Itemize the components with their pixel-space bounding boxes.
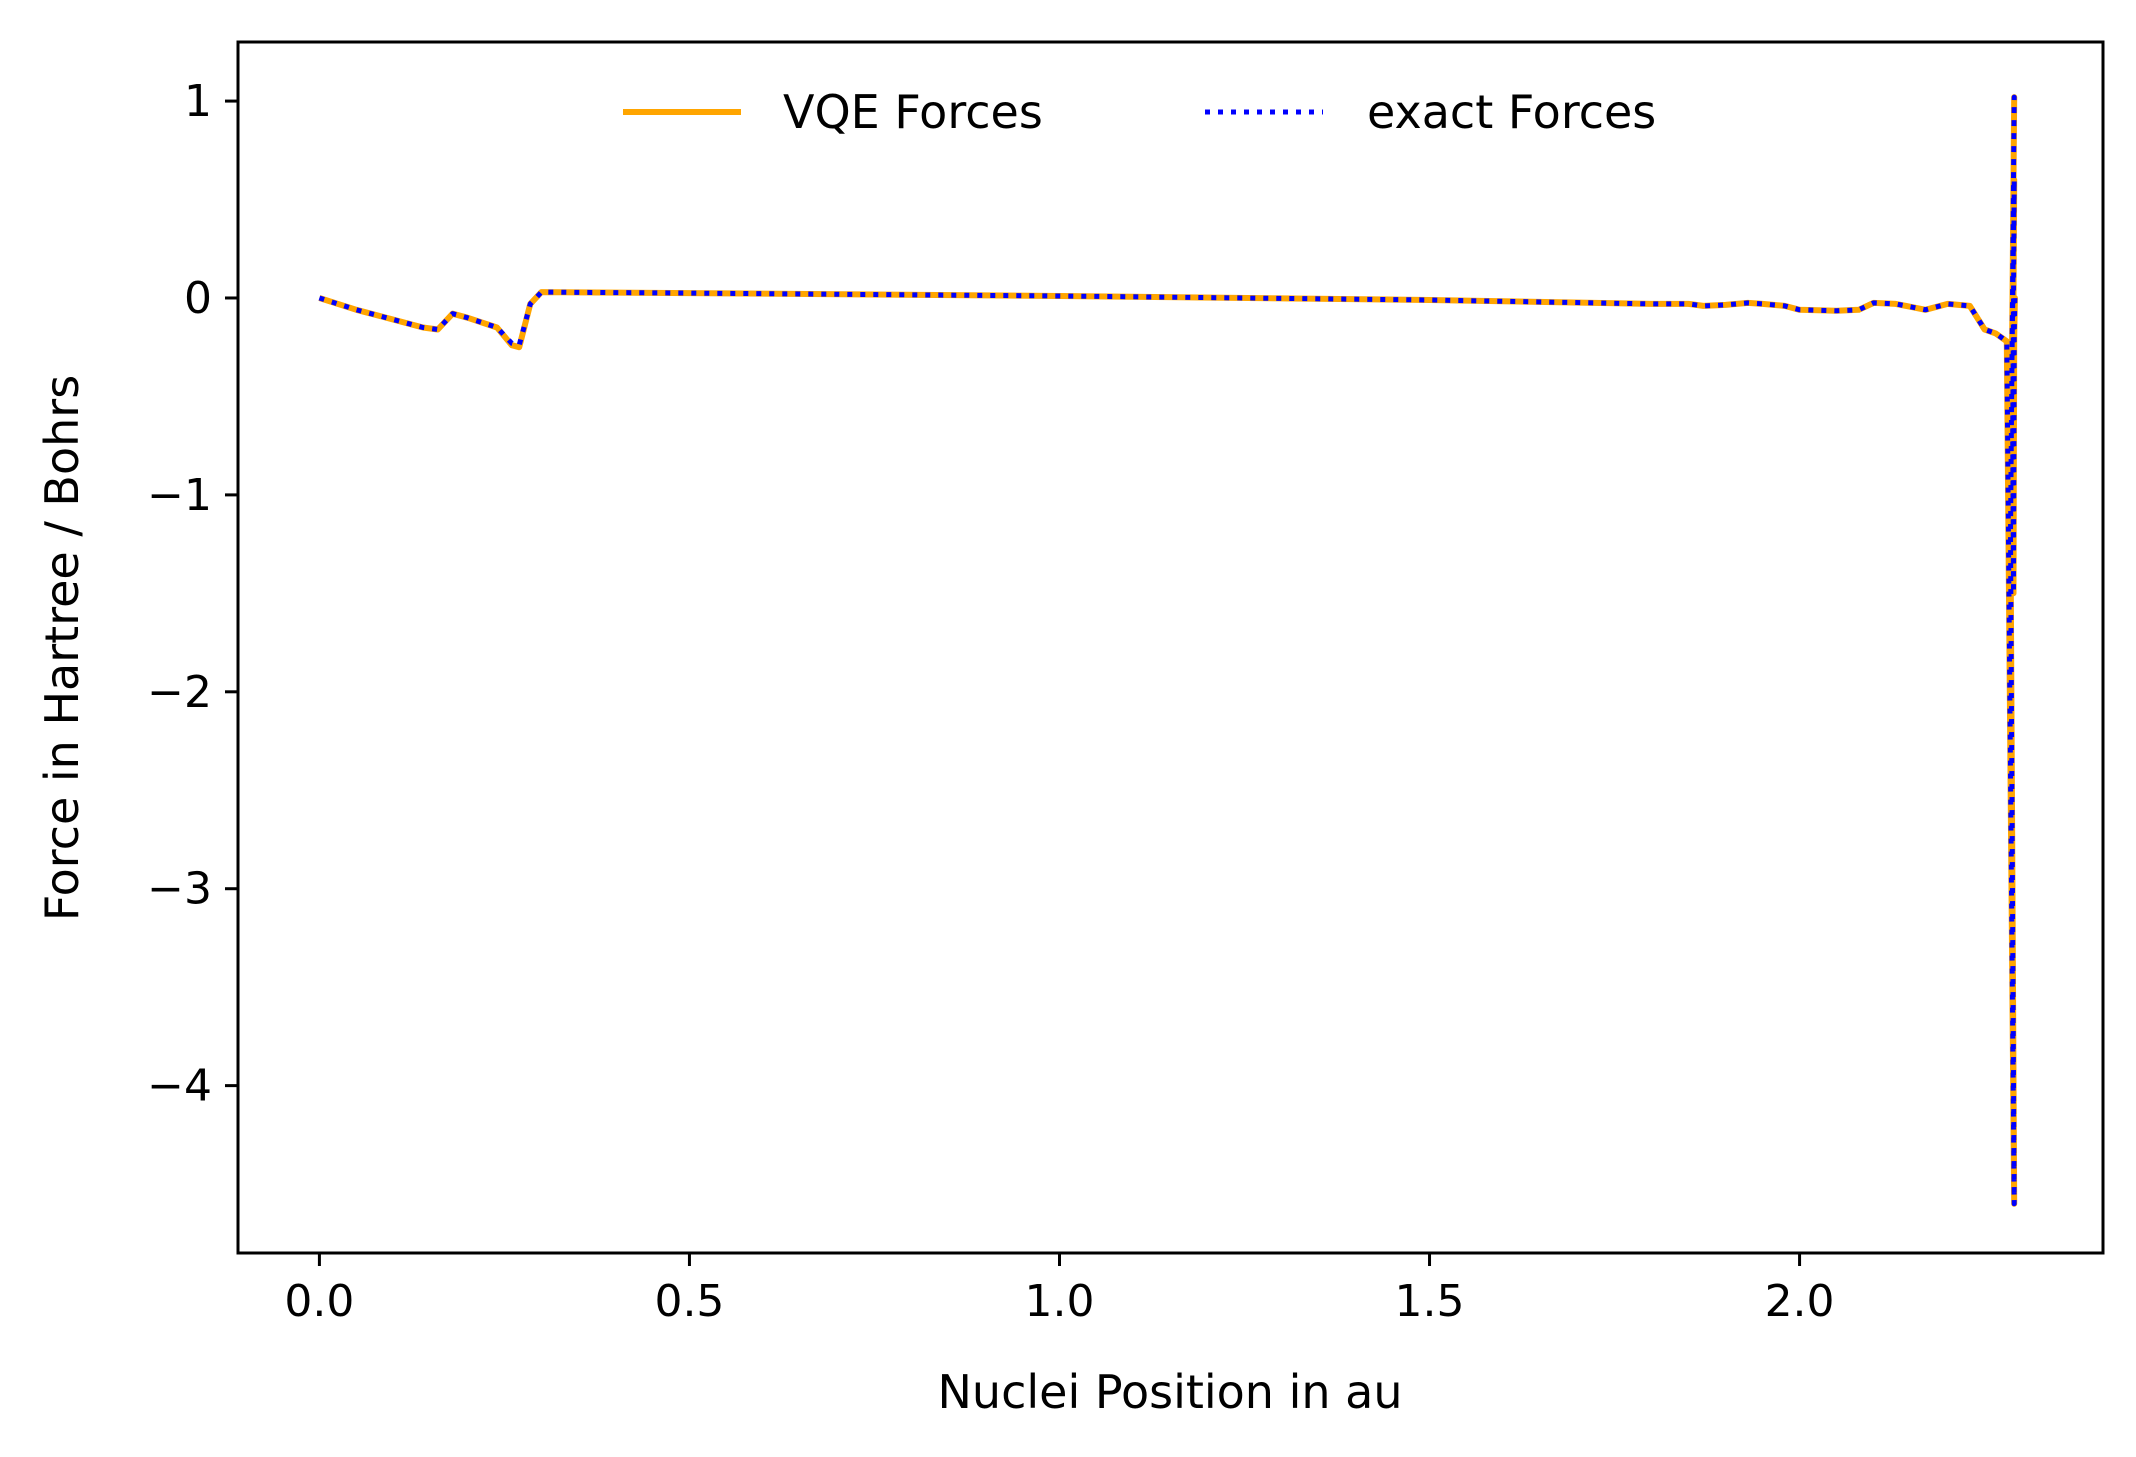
y-tick-label: −3 bbox=[147, 864, 212, 915]
x-ticks: 0.0 0.5 1.0 1.5 2.0 bbox=[284, 1253, 1835, 1327]
x-tick-label: 0.5 bbox=[654, 1276, 724, 1327]
x-tick-label: 0.0 bbox=[284, 1276, 354, 1327]
y-tick-label: 0 bbox=[184, 273, 212, 324]
series-layer bbox=[318, 94, 2018, 1207]
x-tick-label: 1.5 bbox=[1395, 1276, 1465, 1327]
x-tick-label: 1.0 bbox=[1024, 1276, 1094, 1327]
legend-label-vqe-forces: VQE Forces bbox=[783, 85, 1043, 139]
y-axis-title: Force in Hartree / Bohrs bbox=[35, 375, 89, 921]
series-line-exact-forces bbox=[318, 94, 2018, 1207]
plot-frame bbox=[236, 40, 2105, 1255]
y-tick-label: 1 bbox=[184, 76, 212, 127]
x-axis-title: Nuclei Position in au bbox=[938, 1365, 1403, 1419]
x-tick-label: 2.0 bbox=[1765, 1276, 1835, 1327]
legend: VQE Forces exact Forces bbox=[623, 85, 1656, 139]
legend-label-exact-forces: exact Forces bbox=[1367, 85, 1656, 139]
y-tick-label: −1 bbox=[147, 470, 212, 521]
y-tick-label: −4 bbox=[147, 1061, 212, 1112]
y-tick-label: −2 bbox=[147, 667, 212, 718]
y-ticks: 1 0 −1 −2 −3 −4 bbox=[147, 76, 238, 1112]
